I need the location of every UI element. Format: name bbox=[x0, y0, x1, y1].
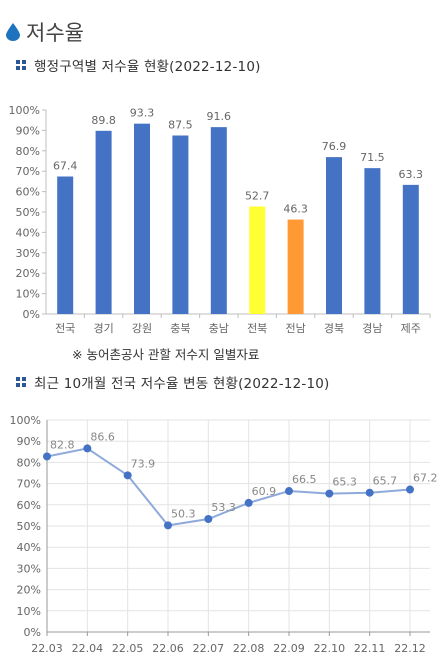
data-point bbox=[244, 498, 253, 507]
y-tick-label: 80% bbox=[17, 456, 41, 469]
data-point bbox=[123, 471, 132, 480]
point-value-label: 86.6 bbox=[90, 430, 115, 443]
y-tick-label: 20% bbox=[16, 267, 40, 280]
y-tick-label: 30% bbox=[16, 247, 40, 260]
bar-value-label: 52.7 bbox=[245, 189, 270, 202]
y-tick-label: 0% bbox=[24, 626, 41, 639]
water-drop-icon bbox=[6, 23, 20, 41]
x-tick-label: 충북 bbox=[170, 322, 190, 335]
section-title-region: 행정구역별 저수율 현황(2022-12-10) bbox=[16, 55, 261, 75]
y-tick-label: 70% bbox=[16, 165, 40, 178]
data-point bbox=[83, 444, 92, 453]
bar bbox=[326, 157, 342, 314]
bar bbox=[364, 168, 381, 314]
y-tick-label: 100% bbox=[10, 414, 41, 427]
x-tick-label: 22.04 bbox=[72, 642, 104, 655]
x-tick-label: 경북 bbox=[324, 322, 344, 335]
y-tick-label: 90% bbox=[17, 435, 41, 448]
data-point bbox=[406, 485, 414, 494]
x-tick-label: 전북 bbox=[247, 322, 267, 335]
x-tick-label: 22.09 bbox=[273, 642, 305, 655]
y-tick-label: 50% bbox=[17, 520, 41, 533]
x-tick-label: 전남 bbox=[285, 322, 305, 335]
data-point bbox=[365, 488, 374, 497]
x-tick-label: 22.11 bbox=[354, 642, 386, 655]
bar-value-label: 91.6 bbox=[207, 110, 232, 123]
bar-value-label: 76.9 bbox=[322, 140, 347, 153]
grid-icon bbox=[16, 377, 26, 387]
x-tick-label: 22.03 bbox=[31, 642, 63, 655]
bar bbox=[172, 135, 189, 314]
bar-value-label: 87.5 bbox=[168, 119, 193, 132]
data-point bbox=[325, 489, 334, 498]
y-tick-label: 40% bbox=[16, 226, 40, 239]
data-point bbox=[204, 515, 213, 524]
y-tick-label: 100% bbox=[9, 104, 40, 117]
bar-value-label: 46.3 bbox=[283, 203, 308, 216]
y-tick-label: 30% bbox=[17, 562, 41, 575]
x-tick-label: 경남 bbox=[362, 322, 382, 335]
x-tick-label: 22.06 bbox=[152, 642, 184, 655]
bar-value-label: 71.5 bbox=[360, 151, 385, 164]
x-tick-label: 22.08 bbox=[233, 642, 265, 655]
bar bbox=[57, 176, 74, 314]
page-title: 저수율 bbox=[6, 18, 84, 46]
point-value-label: 67.2 bbox=[413, 472, 438, 485]
region-bar-chart: 0% 10% 20% 30% 40% 50% 60% 70% 80% 90% 100% 67.4 전국 8… bbox=[9, 104, 431, 335]
point-value-label: 60.9 bbox=[252, 485, 277, 498]
data-point bbox=[164, 521, 172, 530]
bar bbox=[402, 184, 419, 314]
x-tick-label: 22.12 bbox=[394, 642, 426, 655]
trend-line-chart: 0% 10% 20% 30% 40% 50% 60% 70% 80% 90% 100% 82.8 86.… bbox=[10, 414, 438, 655]
y-tick-label: 70% bbox=[17, 478, 41, 491]
x-tick-label: 충남 bbox=[209, 322, 229, 335]
point-value-label: 65.7 bbox=[373, 475, 398, 488]
bar bbox=[210, 127, 227, 314]
grid-icon bbox=[16, 60, 26, 70]
y-tick-label: 90% bbox=[16, 124, 40, 137]
section-title-region-text: 행정구역별 저수율 현황(2022-12-10) bbox=[34, 59, 261, 75]
section-title-trend: 최근 10개월 전국 저수율 변동 현황(2022-12-10) bbox=[16, 372, 329, 392]
x-tick-label: 경기 bbox=[93, 322, 113, 335]
data-point bbox=[43, 452, 51, 461]
point-value-label: 50.3 bbox=[171, 507, 196, 520]
y-tick-label: 10% bbox=[17, 605, 41, 618]
y-tick-label: 10% bbox=[16, 288, 40, 301]
y-tick-label: 0% bbox=[23, 308, 40, 321]
page-title-text: 저수율 bbox=[26, 21, 84, 45]
y-tick-label: 40% bbox=[17, 541, 41, 554]
point-value-label: 82.8 bbox=[50, 438, 75, 451]
series-line bbox=[46, 447, 411, 527]
bar-value-label: 93.3 bbox=[130, 107, 155, 120]
x-tick-label: 제주 bbox=[401, 322, 421, 335]
point-value-label: 53.3 bbox=[211, 501, 236, 514]
bar bbox=[95, 130, 112, 314]
bar bbox=[249, 206, 266, 314]
section-title-trend-text: 최근 10개월 전국 저수율 변동 현황(2022-12-10) bbox=[34, 376, 330, 392]
bar-value-label: 67.4 bbox=[53, 160, 78, 173]
point-value-label: 65.3 bbox=[332, 476, 357, 489]
x-tick-label: 22.10 bbox=[314, 642, 346, 655]
y-tick-label: 80% bbox=[16, 145, 40, 158]
y-tick-label: 50% bbox=[16, 206, 40, 219]
point-value-label: 66.5 bbox=[292, 473, 317, 486]
bar-value-label: 63.3 bbox=[399, 168, 424, 181]
bar-value-label: 89.8 bbox=[91, 114, 116, 127]
y-tick-label: 20% bbox=[17, 584, 41, 597]
x-tick-label: 22.07 bbox=[193, 642, 225, 655]
data-point bbox=[285, 487, 293, 496]
y-tick-label: 60% bbox=[17, 499, 41, 512]
x-tick-label: 22.05 bbox=[112, 642, 144, 655]
y-tick-label: 60% bbox=[16, 186, 40, 199]
point-value-label: 73.9 bbox=[131, 457, 156, 470]
footnote: ※ 농어촌공사 관할 저수지 일별자료 bbox=[72, 347, 260, 362]
x-tick-label: 강원 bbox=[132, 322, 152, 335]
bar bbox=[134, 123, 150, 314]
x-tick-label: 전국 bbox=[55, 322, 75, 335]
bar bbox=[287, 219, 304, 314]
